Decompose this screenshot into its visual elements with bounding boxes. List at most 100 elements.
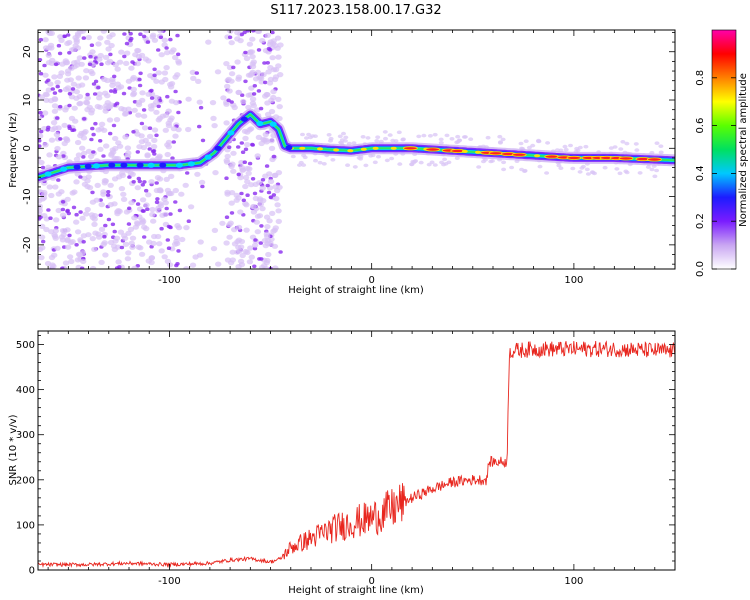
spectrogram-noise-speckles [38,30,675,269]
noise-speckle [224,191,231,197]
noise-speckle [140,183,145,187]
noise-speckle [74,257,82,263]
noise-speckle [468,137,474,141]
noise-speckle [137,77,142,82]
noise-speckle [172,54,179,61]
noise-speckle [57,51,63,56]
noise-speckle [455,134,461,139]
noise-speckle [95,231,102,237]
noise-speckle [106,117,114,123]
y-tick-label: 0 [22,145,33,151]
noise-speckle [89,236,97,242]
noise-speckle [544,171,550,175]
noise-speckle [130,74,137,81]
noise-speckle [38,144,42,148]
noise-speckle [139,121,145,126]
noise-speckle [74,212,79,217]
noise-speckle [149,206,156,213]
noise-speckle [39,129,44,134]
noise-speckle [108,131,113,136]
noise-speckle [262,265,269,269]
noise-speckle [271,172,279,178]
noise-speckle [101,76,108,82]
noise-speckle [123,209,131,215]
colorbar: 0.0 0.2 0.4 0.6 0.8 Normalized spectral ampl… [695,29,749,277]
noise-speckle [58,104,63,109]
noise-speckle [148,255,155,261]
noise-speckle [176,249,181,253]
noise-speckle [120,196,128,202]
noise-speckle [242,174,250,181]
noise-speckle [277,72,284,78]
noise-speckle [270,38,277,44]
ridge-blob [93,163,100,169]
noise-speckle [243,50,248,55]
noise-speckle [254,153,261,159]
noise-speckle [112,229,117,234]
noise-speckle [42,91,50,97]
noise-speckle [54,245,61,251]
noise-speckle [146,239,153,245]
noise-speckle [269,210,276,216]
noise-speckle [80,258,87,264]
noise-speckle [248,85,255,91]
noise-speckle [82,75,90,81]
noise-speckle [211,227,219,233]
noise-speckle [149,88,154,93]
noise-speckle [235,264,242,269]
noise-speckle [135,99,143,105]
noise-speckle [454,156,460,160]
noise-speckle [250,209,258,215]
noise-speckle [48,192,55,199]
noise-speckle [530,143,536,148]
noise-speckle [250,142,255,147]
noise-speckle [271,227,278,233]
noise-speckle [174,72,181,78]
noise-speckle [248,71,255,77]
noise-speckle [91,132,96,137]
noise-speckle [159,226,164,231]
snr-panel: -100 0 100 0 100 200 300 400 500 Height of strai… [8,330,676,596]
noise-speckle [376,154,381,159]
noise-speckle [269,55,276,61]
noise-speckle [272,265,279,269]
noise-speckle [224,153,231,159]
noise-speckle [276,104,283,110]
noise-speckle [409,162,415,167]
noise-speckle [39,196,46,202]
noise-speckle [265,251,272,258]
noise-speckle [145,192,152,198]
noise-speckle [38,255,45,261]
noise-speckle [53,217,60,223]
noise-speckle [51,125,59,131]
noise-speckle [247,161,253,166]
noise-speckle [66,254,74,260]
noise-speckle [96,95,103,101]
noise-speckle [620,140,626,144]
noise-speckle [267,178,275,185]
noise-speckle [40,165,46,170]
noise-speckle [126,222,132,226]
noise-speckle [235,237,243,243]
noise-speckle [124,153,131,159]
noise-speckle [570,166,576,171]
noise-speckle [251,30,256,33]
noise-speckle [259,206,266,212]
ridge-hotspot [534,154,541,158]
noise-speckle [139,90,146,96]
noise-speckle [268,97,275,103]
ridge-hotspot [372,146,379,150]
noise-speckle [173,200,178,204]
noise-speckle [346,141,352,146]
noise-speckle [71,205,77,210]
noise-speckle [248,49,256,55]
noise-speckle [223,61,230,67]
noise-speckle [153,99,160,105]
noise-speckle [443,162,449,166]
noise-speckle [54,145,61,152]
noise-speckle [135,112,142,118]
noise-speckle [383,136,388,141]
noise-speckle [170,156,175,160]
noise-speckle [164,50,171,56]
